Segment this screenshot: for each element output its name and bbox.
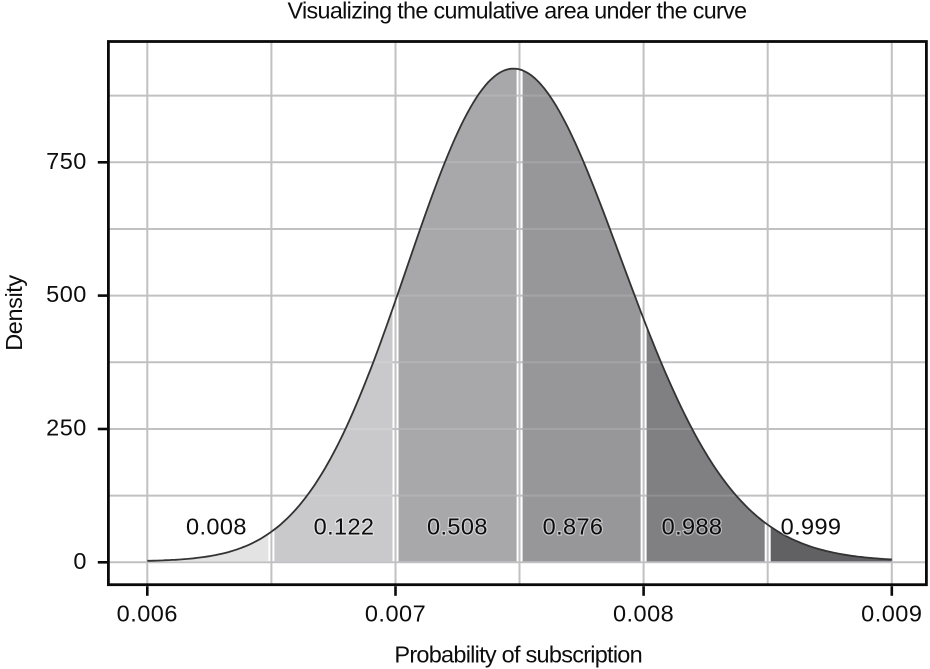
svg-text:250: 250 [46, 415, 87, 441]
svg-text:0.999: 0.999 [781, 513, 842, 539]
svg-text:Probability of subscription: Probability of subscription [394, 641, 642, 667]
svg-text:0.876: 0.876 [543, 513, 604, 539]
svg-text:500: 500 [46, 281, 87, 307]
svg-text:0.006: 0.006 [117, 601, 178, 627]
svg-text:0: 0 [73, 548, 87, 574]
svg-text:0.122: 0.122 [314, 513, 375, 539]
svg-text:0.988: 0.988 [662, 513, 723, 539]
svg-text:0.009: 0.009 [861, 601, 922, 627]
svg-text:0.008: 0.008 [613, 601, 674, 627]
svg-text:0.007: 0.007 [365, 601, 426, 627]
svg-text:Visualizing the cumulative are: Visualizing the cumulative area under th… [287, 0, 746, 23]
svg-text:Density: Density [1, 275, 27, 351]
svg-text:0.508: 0.508 [427, 513, 488, 539]
svg-text:0.008: 0.008 [186, 513, 247, 539]
svg-text:750: 750 [46, 148, 87, 174]
